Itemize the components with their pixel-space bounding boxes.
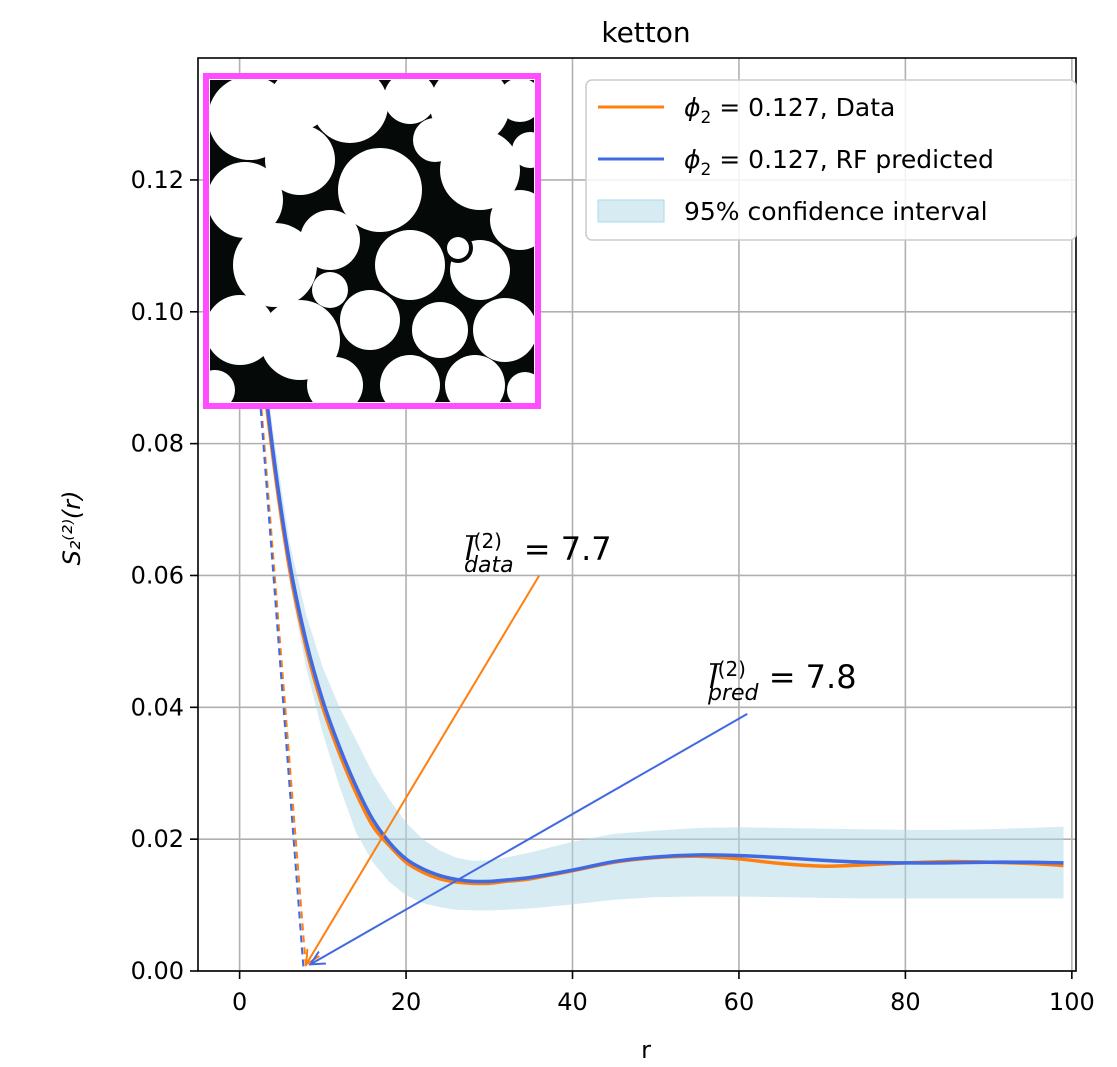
x-tick-label-4: 80 [890, 988, 921, 1016]
y-tick-label-6: 0.12 [131, 166, 184, 194]
annotation-data-sup: (2) [474, 529, 502, 553]
series-layer [237, 133, 1064, 886]
legend-box [585, 79, 1077, 241]
chart-title: ketton [601, 16, 690, 49]
series-line-pred [237, 133, 1064, 884]
y-tick-label-4: 0.08 [131, 430, 184, 458]
annotation-data: l(2) data = 7.7 [464, 529, 612, 578]
x-tick-label-1: 20 [391, 988, 422, 1016]
annotation-pred-sup: (2) [718, 657, 746, 681]
annotation-data-main: l [465, 530, 474, 568]
tangent-line-pred [238, 133, 305, 971]
annotation-arrow-data [306, 574, 541, 964]
confidence-band-layer [239, 120, 1064, 911]
y-tick-label-2: 0.04 [131, 693, 184, 721]
legend-phi-sub-pred: 2 [701, 160, 712, 180]
legend-rest-data: = 0.127, Data [711, 93, 895, 122]
y-tick-label-0: 0.00 [131, 957, 184, 985]
x-tick-label-2: 40 [557, 988, 588, 1016]
legend-phi-data: ϕ [684, 93, 701, 122]
annotation-pred: l(2) pred = 7.8 [707, 657, 857, 706]
y-tick-label-3: 0.06 [131, 561, 184, 589]
legend-label-pred: ϕ2 = 0.127, RF predicted [684, 145, 994, 180]
legend: ϕ2 = 0.127, Data ϕ2 = 0.127, RF predicte… [585, 79, 1077, 241]
y-tick-label-5: 0.10 [131, 298, 184, 326]
annotation-arrow-pred [310, 713, 748, 964]
confidence-band [239, 120, 1064, 911]
annotation-arrows [306, 574, 748, 964]
annotation-pred-main: l [709, 658, 718, 696]
y-axis-ticks: 0.00 0.02 0.04 0.06 0.08 0.10 0.12 [131, 166, 198, 985]
x-axis-ticks: 0 20 40 60 80 100 [232, 971, 1095, 1016]
legend-swatch-ci [597, 199, 665, 223]
annotation-data-value: = 7.7 [514, 530, 612, 568]
legend-rest-pred: = 0.127, RF predicted [711, 145, 994, 174]
inset-microstructure [203, 73, 541, 409]
tangent-layer [238, 133, 308, 971]
legend-label-data: ϕ2 = 0.127, Data [684, 93, 895, 128]
x-tick-label-5: 100 [1049, 988, 1095, 1016]
legend-phi-pred: ϕ [684, 145, 701, 174]
plot-frame [197, 57, 1077, 972]
annotation-data-sub: data [464, 553, 514, 578]
y-axis-label: S₂⁽²⁾(r) [58, 491, 86, 566]
annotation-pred-sub: pred [707, 681, 760, 706]
legend-phi-sub-data: 2 [701, 108, 712, 128]
x-tick-label-0: 0 [232, 988, 247, 1016]
x-tick-label-3: 60 [724, 988, 755, 1016]
tangent-line-data [238, 133, 308, 971]
x-axis-label: r [641, 1036, 651, 1064]
y-tick-label-1: 0.02 [131, 825, 184, 853]
annotation-pred-value: = 7.8 [759, 658, 857, 696]
legend-label-ci: 95% confidence interval [684, 197, 988, 226]
